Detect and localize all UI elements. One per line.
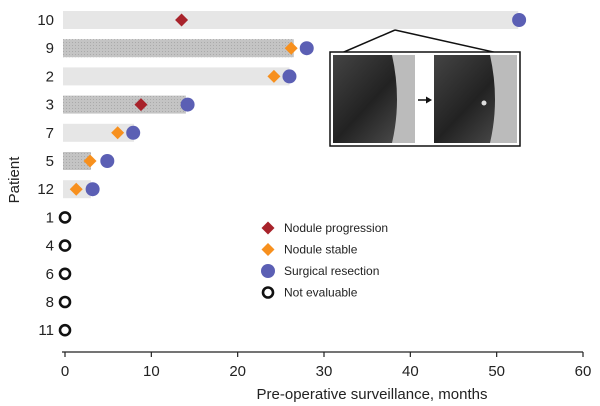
- event-marker: [60, 325, 70, 335]
- page: {"chart_data": { "type": "swimmer", "xla…: [0, 0, 600, 406]
- legend-marker: [262, 243, 275, 256]
- legend-marker: [261, 264, 275, 278]
- event-marker: [300, 41, 314, 55]
- y-axis-label: Patient: [6, 156, 23, 204]
- event-marker: [60, 269, 70, 279]
- y-tick-label: 3: [46, 97, 54, 114]
- x-tick-label: 0: [61, 363, 69, 380]
- x-tick-label: 50: [488, 363, 505, 380]
- y-tick-label: 5: [46, 153, 54, 170]
- legend-marker: [262, 222, 275, 235]
- event-marker: [100, 154, 114, 168]
- legend-label: Not evaluable: [284, 286, 358, 300]
- y-tick-label: 2: [46, 68, 54, 85]
- y-tick-label: 4: [46, 238, 54, 255]
- y-tick-label: 12: [37, 181, 54, 198]
- ct-inset: [330, 30, 520, 146]
- x-tick-label: 40: [402, 363, 419, 380]
- x-tick-label: 20: [229, 363, 246, 380]
- bar: [63, 11, 518, 29]
- x-tick-label: 30: [316, 363, 333, 380]
- bar-texture: [63, 39, 294, 57]
- y-tick-label: 7: [46, 125, 54, 142]
- event-marker: [126, 126, 140, 140]
- event-marker: [282, 69, 296, 83]
- legend-marker: [263, 288, 273, 298]
- event-marker: [60, 212, 70, 222]
- x-tick-label: 10: [143, 363, 160, 380]
- legend-label: Surgical resection: [284, 264, 379, 278]
- event-marker: [86, 182, 100, 196]
- bar-texture: [63, 96, 186, 114]
- chart: Pre-operative surveillance, months Patie…: [0, 0, 600, 406]
- event-marker: [512, 13, 526, 27]
- bar: [63, 67, 289, 85]
- y-tick-label: 9: [46, 40, 54, 57]
- y-tick-label: 10: [37, 12, 54, 29]
- y-tick-label: 8: [46, 294, 54, 311]
- ct-nodule: [482, 101, 487, 106]
- x-tick-label: 60: [575, 363, 592, 380]
- event-marker: [181, 98, 195, 112]
- y-tick-label: 1: [46, 209, 54, 226]
- legend-label: Nodule stable: [284, 243, 358, 257]
- event-marker: [60, 297, 70, 307]
- y-tick-label: 11: [38, 322, 54, 339]
- event-marker: [60, 241, 70, 251]
- x-axis-label: Pre-operative surveillance, months: [257, 386, 488, 403]
- y-tick-label: 6: [46, 266, 54, 283]
- legend-label: Nodule progression: [284, 221, 388, 235]
